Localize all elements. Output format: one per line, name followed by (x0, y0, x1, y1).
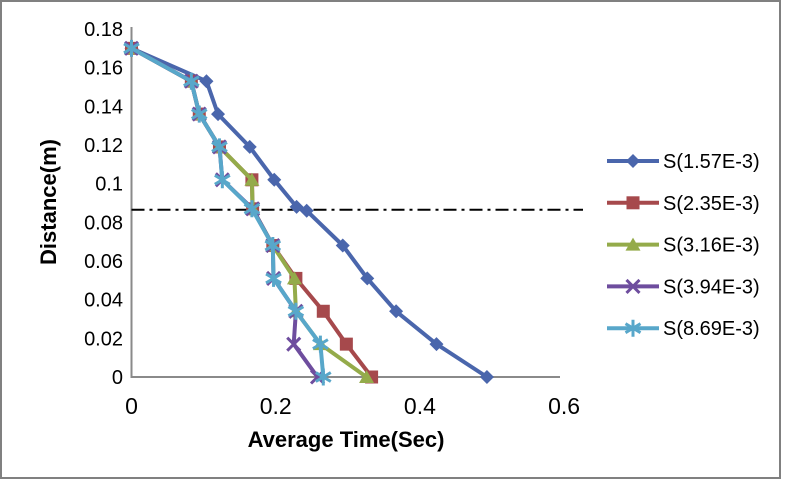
legend-entry-0 (607, 154, 659, 168)
diamond-marker (429, 337, 444, 352)
y-tick-label-6: 0.12 (84, 135, 123, 157)
triangle-marker (286, 271, 302, 285)
square-marker (316, 304, 330, 318)
x-tick-label-0: 0 (125, 393, 138, 419)
diamond-marker (299, 203, 314, 218)
series-S(1.57E-3) (124, 41, 494, 384)
asterisk-marker (191, 105, 208, 123)
legend-entry-4 (607, 319, 659, 337)
square-marker (339, 337, 353, 351)
asterisk-marker (264, 237, 282, 255)
y-tick-label-3: 0.06 (84, 251, 123, 273)
diamond-marker (335, 238, 350, 253)
triangle-marker (244, 172, 260, 186)
series-line-3 (129, 46, 320, 379)
diamond-marker (199, 74, 214, 89)
x-tick-label-2: 0.4 (404, 393, 436, 419)
y-tick-label-7: 0.14 (84, 96, 123, 118)
asterisk-marker (312, 335, 329, 353)
asterisk-marker (287, 302, 305, 320)
asterisk-marker (183, 72, 200, 90)
legend-entry-3 (607, 278, 659, 294)
asterisk-marker (243, 200, 261, 218)
asterisk-marker (211, 138, 228, 156)
legend-label-4: S(8.69E-3) (663, 318, 760, 340)
x-tick-label-1: 0.2 (260, 393, 292, 419)
y-tick-label-5: 0.1 (95, 174, 123, 196)
triangle-marker (359, 370, 375, 383)
y-tick-label-1: 0.02 (84, 328, 123, 350)
diamond-marker (626, 154, 640, 168)
diamond-marker (360, 271, 375, 286)
diamond-marker (242, 139, 257, 154)
x-tick-label-3: 0.6 (548, 393, 580, 419)
chart-frame (0, 0, 781, 479)
diamond-marker (211, 107, 226, 122)
y-tick-label-4: 0.08 (84, 212, 123, 234)
square-marker (626, 196, 640, 210)
asterisk-marker (265, 269, 282, 287)
y-axis-title: Distance(m) (36, 139, 61, 265)
asterisk-marker (123, 39, 140, 57)
diamond-marker (479, 370, 494, 384)
diamond-marker (389, 304, 404, 319)
asterisk-marker (214, 171, 231, 189)
legend-label-0: S(1.57E-3) (663, 151, 760, 173)
triangle-marker (625, 237, 641, 251)
legend (607, 154, 659, 337)
asterisk-marker (315, 368, 332, 386)
y-tick-label-8: 0.16 (84, 58, 123, 80)
y-tick-label-9: 0.18 (84, 19, 123, 41)
y-tick-label-0: 0 (112, 367, 123, 389)
x-marker (286, 336, 302, 352)
legend-label-3: S(3.94E-3) (663, 276, 760, 298)
legend-label-1: S(2.35E-3) (663, 193, 760, 215)
legend-entry-1 (607, 196, 659, 210)
y-tick-label-2: 0.04 (84, 290, 123, 312)
series-S(8.69E-3) (123, 39, 332, 386)
legend-entry-2 (607, 237, 659, 251)
x-marker (625, 278, 641, 294)
diamond-marker (267, 172, 282, 187)
asterisk-marker (624, 319, 642, 337)
series-S(3.94E-3) (123, 40, 326, 385)
x-axis-title: Average Time(Sec) (248, 427, 445, 452)
legend-label-2: S(3.16E-3) (663, 235, 760, 257)
